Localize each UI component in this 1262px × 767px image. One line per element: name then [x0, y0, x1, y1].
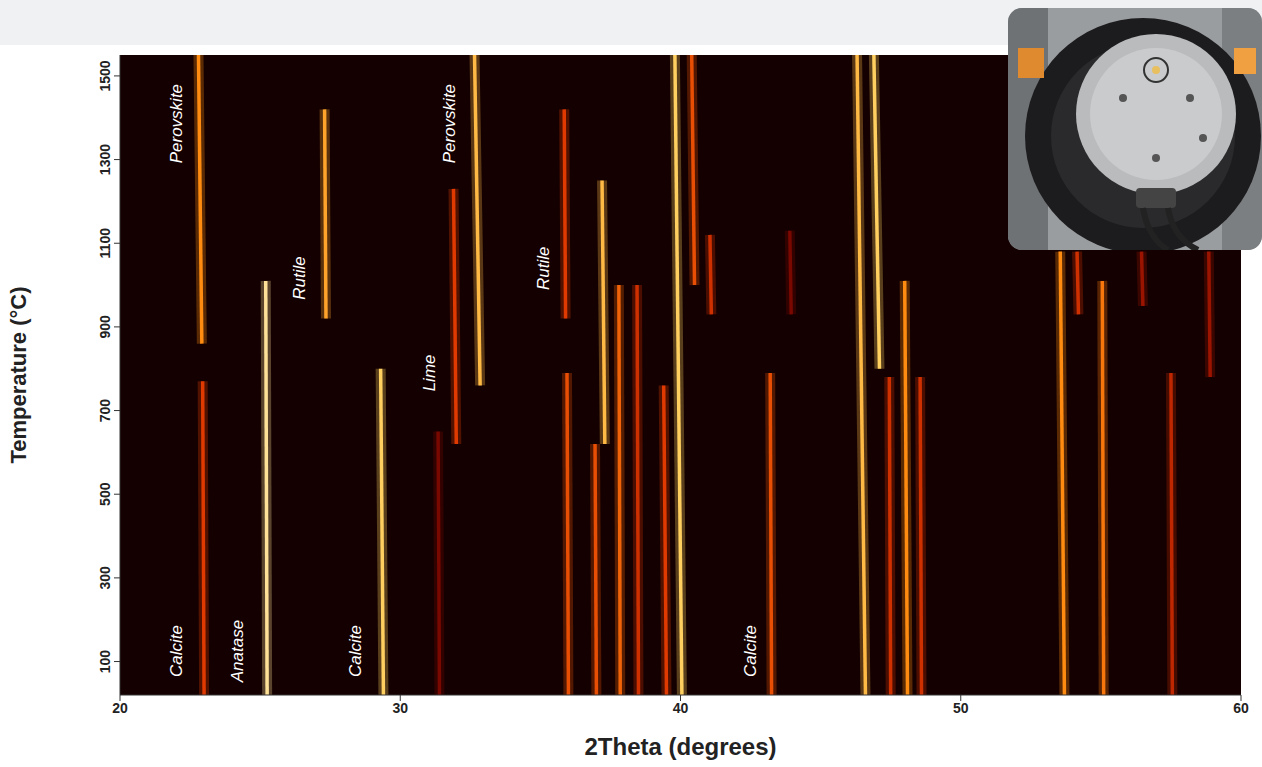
svg-text:Temperature (°C): Temperature (°C)	[6, 286, 31, 463]
svg-text:Calcite: Calcite	[346, 625, 365, 677]
svg-text:Perovskite: Perovskite	[440, 84, 459, 163]
svg-text:Anatase: Anatase	[228, 620, 247, 683]
svg-text:100: 100	[97, 650, 113, 674]
svg-text:1300: 1300	[97, 144, 113, 175]
svg-text:Lime: Lime	[420, 354, 439, 391]
svg-text:20: 20	[112, 700, 128, 716]
svg-text:300: 300	[97, 566, 113, 590]
svg-text:1100: 1100	[97, 228, 113, 259]
svg-text:Calcite: Calcite	[741, 625, 760, 677]
svg-text:60: 60	[1233, 700, 1249, 716]
svg-text:2Theta (degrees): 2Theta (degrees)	[584, 733, 776, 760]
svg-text:50: 50	[953, 700, 969, 716]
svg-text:900: 900	[97, 315, 113, 339]
svg-text:700: 700	[97, 399, 113, 423]
svg-text:30: 30	[392, 700, 408, 716]
svg-text:Rutile: Rutile	[290, 256, 309, 299]
svg-text:40: 40	[673, 700, 689, 716]
svg-text:500: 500	[97, 482, 113, 506]
svg-text:Rutile: Rutile	[534, 247, 553, 290]
svg-text:Perovskite: Perovskite	[167, 84, 186, 163]
svg-text:1500: 1500	[97, 60, 113, 91]
svg-text:Calcite: Calcite	[167, 625, 186, 677]
